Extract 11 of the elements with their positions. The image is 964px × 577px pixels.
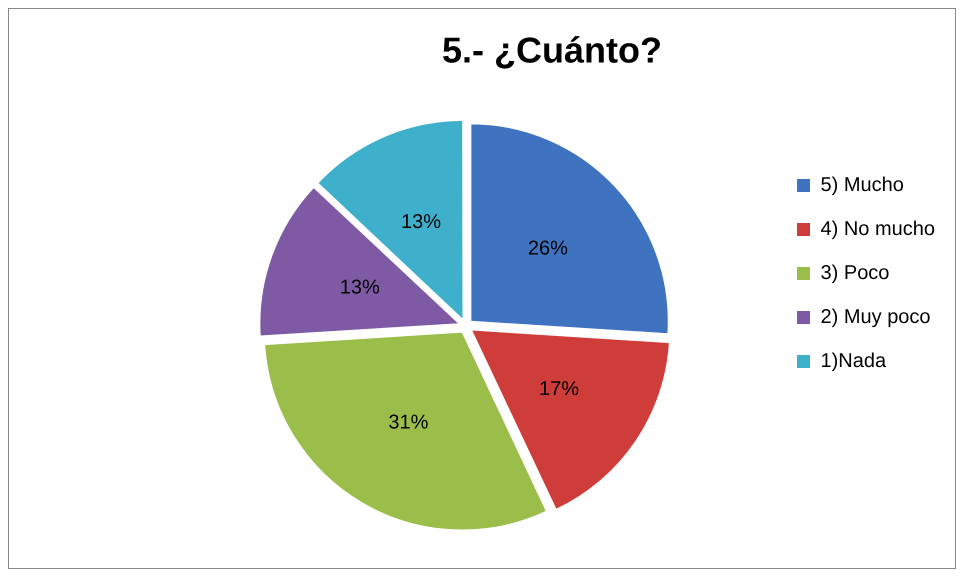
data-label: 31% [388, 412, 429, 434]
data-label: 17% [538, 378, 580, 400]
data-label: 26% [528, 237, 568, 260]
data-label: 13% [400, 211, 442, 234]
legend-label: 5) Mucho [820, 174, 904, 196]
chart-title: 5.- ¿Cuánto? [442, 30, 662, 71]
data-label: 13% [340, 276, 380, 298]
legend-label: 2) Muy poco [820, 306, 931, 328]
legend-label: 4) No mucho [820, 218, 936, 240]
legend-label: 3) Poco [820, 262, 890, 284]
legend-label: 1)Nada [820, 350, 887, 372]
